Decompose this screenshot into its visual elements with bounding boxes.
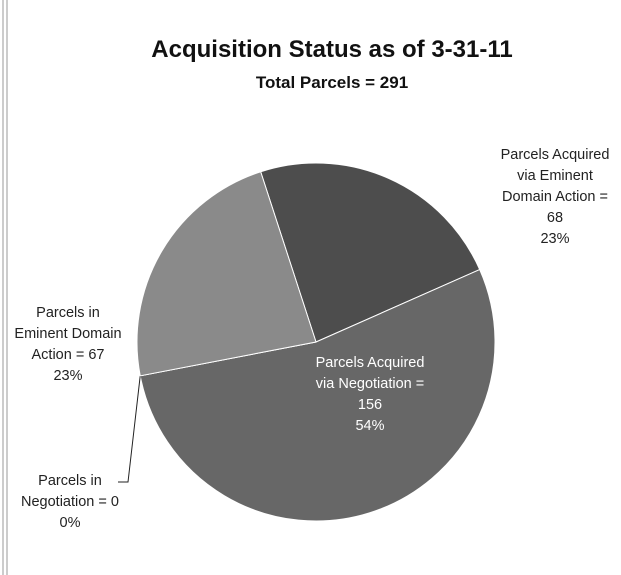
label-category: Parcels Acquired via Eminent Domain Acti… bbox=[500, 147, 610, 205]
label-percent: 0% bbox=[59, 515, 81, 531]
label-percent: 54% bbox=[355, 418, 385, 434]
pie-slice bbox=[139, 268, 496, 522]
label-percent: 23% bbox=[540, 231, 570, 247]
data-label: Parcels Acquired via Negotiation = 156 54… bbox=[305, 353, 435, 437]
label-value: = 68 bbox=[546, 189, 608, 226]
data-label: Parcels Acquired via Eminent Domain Acti… bbox=[500, 145, 610, 250]
label-percent: 23% bbox=[53, 368, 83, 384]
pie-slice bbox=[260, 162, 481, 343]
label-value: = 0 bbox=[98, 494, 119, 510]
chart-title: Acquisition Status as of 3-31-11 bbox=[151, 36, 512, 63]
pie-slice bbox=[136, 171, 317, 377]
label-value: = 67 bbox=[75, 347, 105, 363]
leader-line bbox=[118, 375, 141, 483]
label-category: Parcels in Negotiation bbox=[21, 473, 102, 510]
data-label: Parcels in Eminent Domain Action = 67 23% bbox=[12, 303, 124, 387]
label-value: = 156 bbox=[357, 376, 425, 413]
chart-subtitle: Total Parcels = 291 bbox=[256, 73, 408, 92]
label-category: Parcels in Eminent Domain Action bbox=[14, 305, 122, 363]
data-label: Parcels in Negotiation = 0 0% bbox=[8, 471, 132, 534]
label-category: Parcels Acquired via Negotiation bbox=[315, 355, 425, 392]
